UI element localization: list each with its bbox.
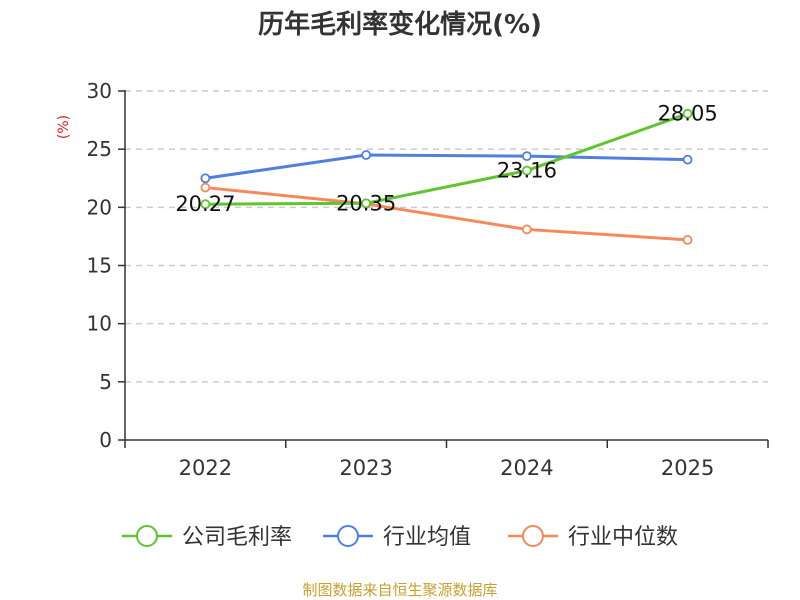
y-tick-label: 0 (99, 428, 112, 452)
x-tick-label: 2022 (179, 456, 232, 480)
x-tick-label: 2024 (500, 456, 553, 480)
legend-label: 公司毛利率 (182, 525, 292, 550)
data-point (521, 165, 532, 176)
series-layer (200, 108, 693, 245)
series-line (205, 186, 688, 242)
y-tick-label: 20 (87, 195, 112, 219)
legend-marker (136, 525, 158, 547)
grid-layer (125, 90, 768, 383)
data-point (682, 108, 693, 119)
data-label-layer: 20.27 20.35 23.16 28.05 (175, 102, 717, 217)
y-unit-label: (%) (56, 115, 72, 139)
source-note: 制图数据来自恒生聚源数据库 (302, 581, 497, 599)
data-point (361, 150, 372, 160)
y-tick-label: 15 (87, 254, 112, 278)
x-tick-label: 2025 (661, 456, 714, 480)
legend-marker (337, 525, 359, 547)
data-label: 23.16 (497, 159, 557, 183)
data-point (682, 154, 693, 165)
x-tick-label: 2023 (339, 456, 392, 480)
legend-marker (522, 525, 544, 547)
data-point (200, 182, 211, 193)
data-label: 20.35 (336, 191, 396, 215)
data-point (521, 224, 532, 235)
data-label: 20.27 (175, 192, 235, 216)
series-line (205, 112, 689, 206)
legend: 公司毛利率 行业均值 行业中位数 (122, 525, 678, 550)
y-tick-label: 25 (87, 137, 112, 161)
y-tick-label: 30 (87, 79, 112, 103)
y-tick-label: 5 (99, 370, 112, 394)
series-line (205, 153, 688, 180)
chart-title: 历年毛利率变化情况(%) (258, 9, 542, 40)
data-point (521, 151, 532, 162)
data-point (200, 173, 211, 184)
data-point (200, 199, 211, 210)
data-point (361, 198, 372, 209)
data-label: 28.05 (658, 102, 718, 126)
legend-label: 行业均值 (383, 525, 471, 550)
y-tick-label: 10 (87, 312, 112, 336)
legend-label: 行业中位数 (568, 525, 678, 550)
data-point (682, 235, 693, 245)
